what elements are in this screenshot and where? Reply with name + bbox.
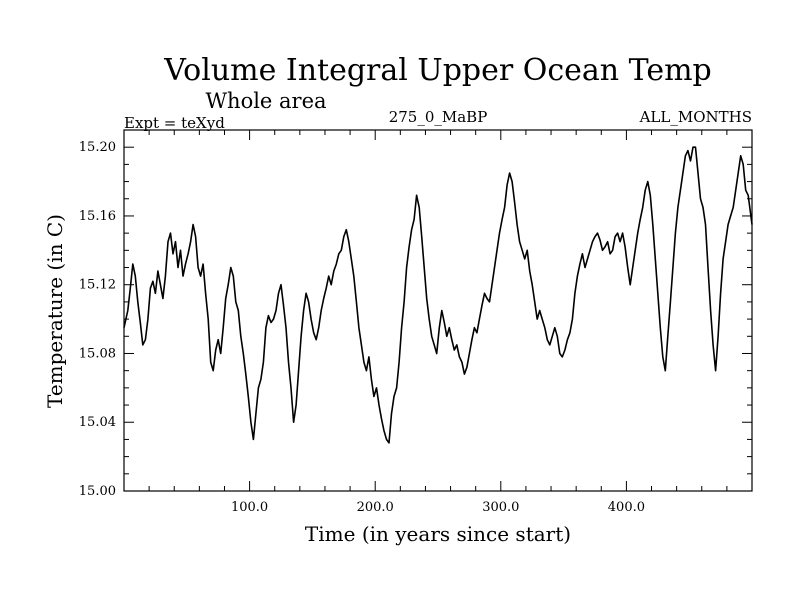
y-tick-label: 15.20 — [79, 140, 116, 155]
header-center-label: 275_0_MaBP — [389, 108, 488, 126]
y-tick-label: 15.04 — [79, 415, 116, 430]
y-axis-label: Temperature (in C) — [43, 214, 67, 408]
y-tick-label: 15.12 — [79, 278, 116, 293]
plot-frame — [123, 129, 753, 492]
x-axis-label: Time (in years since start) — [305, 522, 571, 546]
chart-subtitle: Whole area — [205, 89, 326, 113]
x-tick-label: 200.0 — [357, 500, 394, 515]
x-tick-label: 300.0 — [482, 500, 519, 515]
header-right-label: ALL_MONTHS — [639, 108, 752, 126]
series-line-1 — [123, 146, 753, 444]
axis-ticks: 100.0 200.0 300.0 400.0 15.00 15.04 15.08 15.12… — [79, 130, 752, 515]
series-layer — [123, 146, 753, 444]
header-left-label: Expt = teXyd — [124, 114, 225, 132]
chart-title: Volume Integral Upper Ocean Temp — [163, 53, 711, 88]
y-tick-label: 15.08 — [79, 346, 116, 361]
y-tick-label: 15.16 — [79, 209, 116, 224]
x-tick-label: 400.0 — [608, 500, 645, 515]
y-tick-label: 15.00 — [79, 484, 116, 499]
x-tick-label: 100.0 — [231, 500, 268, 515]
